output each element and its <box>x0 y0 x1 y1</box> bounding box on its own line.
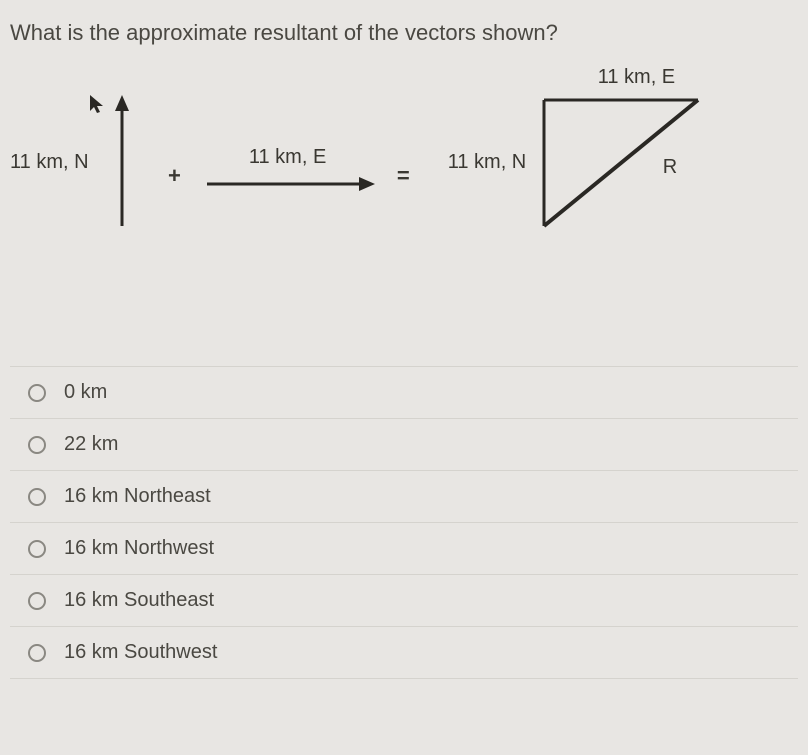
vector-diagram: 11 km, N + 11 km, E = 11 km, N 11 km, E … <box>10 86 798 266</box>
option-label: 16 km Northwest <box>64 537 214 560</box>
triangle-top-label: 11 km, E <box>598 66 675 89</box>
question-text: What is the approximate resultant of the… <box>10 20 798 46</box>
triangle-left-label: 11 km, N <box>448 151 527 174</box>
radio-icon <box>28 384 46 402</box>
north-arrow <box>110 91 140 231</box>
option-2[interactable]: 16 km Northeast <box>10 470 798 522</box>
options-list: 0 km 22 km 16 km Northeast 16 km Northwe… <box>10 366 798 679</box>
option-1[interactable]: 22 km <box>10 418 798 470</box>
radio-icon <box>28 592 46 610</box>
option-label: 16 km Southwest <box>64 641 217 664</box>
vector-east: 11 km, E <box>199 146 379 206</box>
radio-icon <box>28 436 46 454</box>
option-label: 0 km <box>64 381 107 404</box>
option-label: 22 km <box>64 433 118 456</box>
cursor-icon <box>88 93 106 120</box>
radio-icon <box>28 540 46 558</box>
option-0[interactable]: 0 km <box>10 366 798 418</box>
option-5[interactable]: 16 km Southwest <box>10 626 798 679</box>
triangle-svg <box>538 96 708 236</box>
option-3[interactable]: 16 km Northwest <box>10 522 798 574</box>
option-4[interactable]: 16 km Southeast <box>10 574 798 626</box>
option-label: 16 km Northeast <box>64 485 211 508</box>
resultant-triangle: 11 km, N 11 km, E R <box>448 96 708 256</box>
east-label: 11 km, E <box>249 146 326 169</box>
east-arrow <box>199 172 379 202</box>
radio-icon <box>28 644 46 662</box>
option-label: 16 km Southeast <box>64 589 214 612</box>
resultant-label: R <box>663 156 677 179</box>
equals-sign: = <box>397 163 410 189</box>
radio-icon <box>28 488 46 506</box>
vector-north: 11 km, N <box>10 101 150 251</box>
plus-sign: + <box>168 163 181 189</box>
north-label: 11 km, N <box>10 151 89 174</box>
